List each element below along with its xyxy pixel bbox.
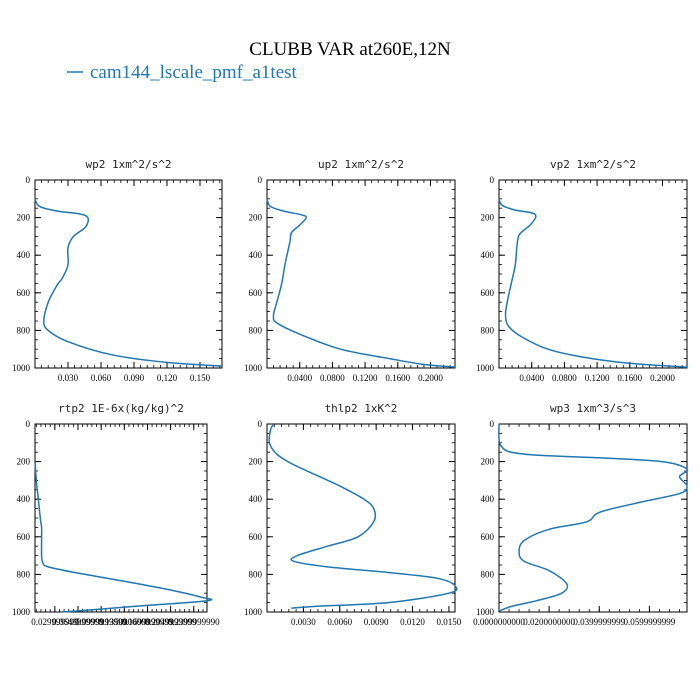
y-tick-label: 600 <box>249 288 263 298</box>
series-line <box>498 423 689 612</box>
series-line <box>34 461 213 613</box>
y-tick-label: 0 <box>258 175 263 185</box>
y-tick-label: 1000 <box>476 363 495 373</box>
y-tick-label: 0 <box>258 419 263 429</box>
x-tick-label: 0.0599999999 <box>624 617 676 627</box>
x-tick-label: 0.0649999999 <box>52 617 104 627</box>
y-tick-label: 800 <box>249 569 263 579</box>
x-tick-label: 0.0999999999 <box>75 617 127 627</box>
y-tick-label: 400 <box>249 494 263 504</box>
x-tick-label: 0.030 <box>58 373 79 383</box>
series-line <box>268 424 458 609</box>
y-tick-label: 0 <box>26 175 31 185</box>
x-tick-label: 0.060 <box>91 373 112 383</box>
x-tick-label: 0.120 <box>157 373 178 383</box>
y-tick-label: 600 <box>481 288 495 298</box>
x-tick-label: 0.0200000000 <box>523 617 575 627</box>
series-line <box>266 198 456 368</box>
x-tick-label: 0.1600 <box>385 373 410 383</box>
figure-title: CLUBB VAR at260E,12N <box>249 39 451 60</box>
x-tick-label: 0.1200 <box>585 373 610 383</box>
panel-title: up2 1xm^2/s^2 <box>318 158 404 171</box>
x-tick-label: 0.0120 <box>400 617 425 627</box>
y-tick-label: 400 <box>481 250 495 260</box>
series-line <box>34 198 223 367</box>
x-tick-label: 0.0400 <box>519 373 544 383</box>
x-tick-label: 0.090 <box>124 373 145 383</box>
chart-panel-6: wp3 1xm^3/s^3 0 200 400 600 800 10000.00000000… <box>473 402 689 627</box>
y-tick-label: 200 <box>249 213 263 223</box>
y-tick-label: 0 <box>26 419 31 429</box>
plot-frame <box>266 423 456 613</box>
y-tick-label: 200 <box>17 213 31 223</box>
panel-title: rtp2 1E-6x(kg/kg)^2 <box>58 402 184 415</box>
chart-panel-4: rtp2 1E-6x(kg/kg)^2 0 200 400 600 800 10000.02… <box>12 402 220 627</box>
chart-panel-2: up2 1xm^2/s^2 0 200 400 600 800 1000 0.0400 0.08… <box>244 158 456 383</box>
x-tick-label: 0.2049999999 <box>145 617 197 627</box>
legend-label: cam144_lscale_pmf_a1test <box>90 62 298 83</box>
panel-title: wp3 1xm^3/s^3 <box>550 402 636 415</box>
y-tick-label: 600 <box>17 288 31 298</box>
x-tick-label: 0.0400 <box>287 373 312 383</box>
chart-panel-3: vp2 1xm^2/s^2 0 200 400 600 800 1000 0.0400 0.08… <box>476 158 688 383</box>
plot-frame <box>266 179 456 369</box>
x-tick-label: 0.1200 <box>353 373 378 383</box>
x-tick-label: 0.2399999990 <box>168 617 220 627</box>
x-tick-label: 0.1600 <box>617 373 642 383</box>
x-tick-label: 0.150 <box>190 373 211 383</box>
y-tick-label: 1000 <box>244 363 263 373</box>
chart-panels: wp2 1xm^2/s^2 0 200 400 600 800 1000 0.030 0.060… <box>12 158 689 627</box>
x-tick-label: 0.0030 <box>291 617 316 627</box>
y-tick-label: 400 <box>17 494 31 504</box>
y-tick-label: 600 <box>481 532 495 542</box>
y-tick-label: 200 <box>17 457 31 467</box>
y-tick-label: 400 <box>249 250 263 260</box>
y-tick-label: 600 <box>249 532 263 542</box>
y-tick-label: 800 <box>481 569 495 579</box>
panel-title: wp2 1xm^2/s^2 <box>85 158 171 171</box>
x-tick-label: 0.0060 <box>327 617 352 627</box>
y-tick-label: 800 <box>17 569 31 579</box>
x-tick-label: 0.1699999999 <box>122 617 174 627</box>
y-tick-label: 0 <box>490 175 495 185</box>
legend: cam144_lscale_pmf_a1test <box>67 62 298 83</box>
y-tick-label: 0 <box>490 419 495 429</box>
y-tick-label: 1000 <box>244 607 263 617</box>
x-tick-label: 0.2000 <box>418 373 443 383</box>
x-tick-label: 0.0150 <box>437 617 462 627</box>
x-tick-label: 0.2000 <box>650 373 675 383</box>
plot-frame <box>34 423 208 613</box>
y-tick-label: 600 <box>17 532 31 542</box>
x-tick-label: 0.0399999999 <box>573 617 625 627</box>
y-tick-label: 1000 <box>476 607 495 617</box>
x-tick-label: 0.029999999 <box>31 617 79 627</box>
chart-panel-5: thlp2 1xK^2 0 200 400 600 800 1000 0.0030 0.0060… <box>244 402 462 627</box>
y-tick-label: 200 <box>481 457 495 467</box>
y-tick-label: 200 <box>481 213 495 223</box>
x-tick-label: 0.0000000000 <box>473 617 525 627</box>
y-tick-label: 400 <box>17 250 31 260</box>
x-tick-label: 0.0800 <box>552 373 577 383</box>
panel-title: vp2 1xm^2/s^2 <box>550 158 636 171</box>
y-tick-label: 1000 <box>12 363 31 373</box>
x-tick-label: 0.1350000000 <box>98 617 150 627</box>
x-tick-label: 0.0800 <box>320 373 345 383</box>
y-tick-label: 1000 <box>12 607 31 617</box>
y-tick-label: 800 <box>481 325 495 335</box>
y-tick-label: 800 <box>249 325 263 335</box>
y-tick-label: 400 <box>481 494 495 504</box>
x-tick-label: 0.0090 <box>364 617 389 627</box>
panel-title: thlp2 1xK^2 <box>325 402 398 415</box>
series-line <box>498 198 688 368</box>
y-tick-label: 800 <box>17 325 31 335</box>
y-tick-label: 200 <box>249 457 263 467</box>
chart-panel-1: wp2 1xm^2/s^2 0 200 400 600 800 1000 0.030 0.060… <box>12 158 223 383</box>
